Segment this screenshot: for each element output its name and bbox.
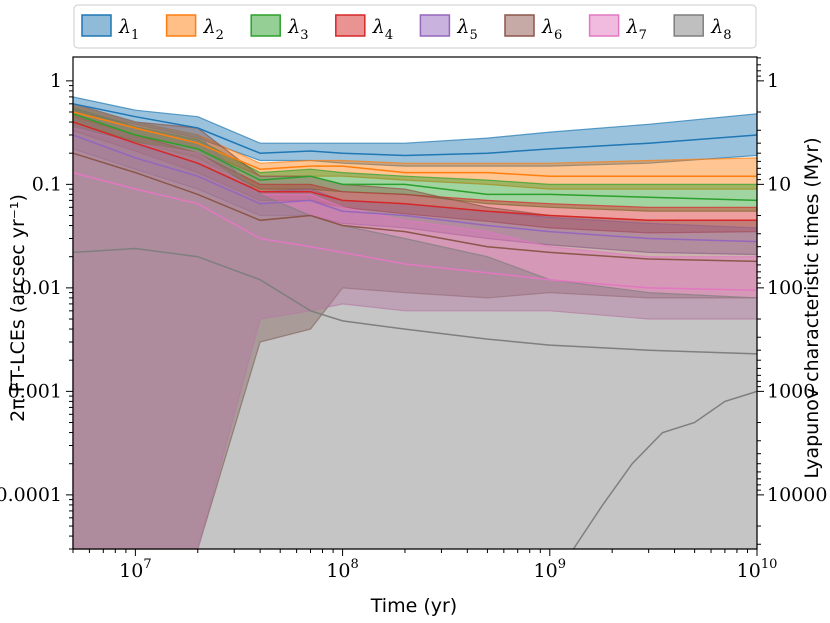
y2-tick-label: 10 — [767, 173, 791, 195]
legend-entry-lambda-1: λ1 — [81, 14, 139, 43]
legend-swatch — [250, 14, 281, 37]
median-line-lambda-8-lower-quantile — [572, 390, 758, 550]
y-tick-label: 0.001 — [8, 380, 62, 402]
y-tick-label: 0.1 — [32, 173, 62, 195]
legend-label: λ4 — [372, 16, 393, 43]
median-line-lambda-5 — [72, 134, 758, 243]
quantile-bands — [72, 96, 758, 550]
legend: λ1 λ2 λ3 λ4 λ5 λ6 λ7 λ8 — [73, 4, 757, 49]
legend-swatch — [588, 14, 620, 37]
x-tick-label: 107 — [119, 557, 151, 582]
plot-background — [73, 57, 757, 549]
y-tick-label: 0.0001 — [0, 484, 62, 506]
y2-tick-label: 100 — [767, 277, 803, 299]
legend-label: λ1 — [118, 16, 139, 43]
axes-frame — [72, 56, 758, 550]
legend-label: λ8 — [710, 16, 731, 43]
legend-label: λ7 — [626, 16, 647, 43]
median-line-lambda-8 — [72, 247, 758, 355]
x-tick-label: 108 — [326, 557, 358, 582]
median-line-lambda-4 — [72, 121, 757, 222]
legend-frame — [73, 4, 757, 49]
y2-axis-label: Lyapunov characteristic times (Myr) — [801, 137, 823, 478]
legend-swatch — [504, 14, 535, 37]
y2-tick-label: 10000 — [767, 484, 827, 506]
legend-swatch — [165, 14, 197, 37]
legend-entry-lambda-4: λ4 — [335, 14, 393, 43]
y-tick-label: 0.01 — [20, 277, 62, 299]
y2-tick-label: 1000 — [767, 380, 815, 402]
y-tick-label: 1 — [50, 70, 62, 92]
legend-entry-lambda-5: λ5 — [419, 14, 478, 43]
axes: 107 108 109 1010 1 0.1 0.01 0.001 0.0001 1 10 100 10… — [0, 56, 827, 582]
legend-swatch — [419, 14, 451, 37]
legend-entry-lambda-6: λ6 — [504, 14, 562, 43]
legend-label: λ6 — [541, 16, 562, 43]
median-line-lambda-7 — [72, 171, 758, 291]
legend-label: λ2 — [203, 16, 224, 43]
median-line-lambda-1 — [72, 103, 758, 157]
legend-label: λ5 — [456, 16, 477, 43]
x-tick-label: 1010 — [737, 557, 778, 582]
plot-area — [73, 57, 757, 549]
y-axis-label: 2π FT-LCEs (arcsec yr⁻¹) — [7, 194, 29, 422]
legend-entry-lambda-3: λ3 — [250, 14, 309, 43]
legend-entry-lambda-8: λ8 — [673, 14, 732, 43]
median-line-lambda-3 — [72, 113, 758, 202]
legend-entry-lambda-2: λ2 — [165, 14, 224, 43]
x-tick-label: 109 — [534, 557, 566, 582]
x-axis-label: Time (yr) — [370, 595, 457, 617]
legend-label: λ3 — [287, 16, 308, 43]
legend-swatch — [335, 14, 366, 37]
legend-swatch — [81, 14, 112, 37]
y2-tick-label: 1 — [767, 70, 779, 92]
legend-swatch — [673, 14, 704, 37]
legend-entry-lambda-7: λ7 — [588, 14, 647, 43]
median-line-lambda-6 — [72, 152, 758, 263]
median-line-lambda-2 — [72, 111, 757, 177]
median-lines — [72, 103, 758, 550]
